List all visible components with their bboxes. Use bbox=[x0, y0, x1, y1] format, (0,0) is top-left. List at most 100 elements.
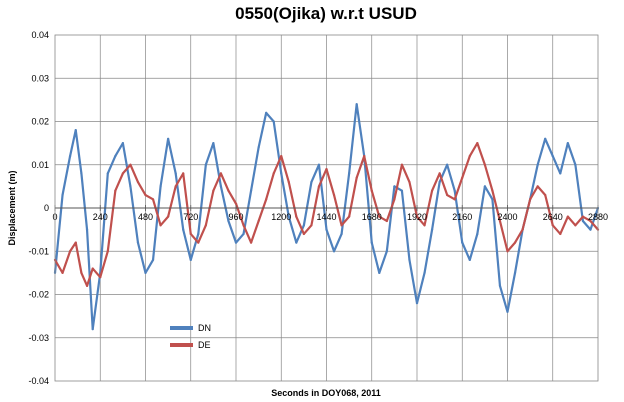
data-point-dn bbox=[355, 103, 358, 106]
data-point-de bbox=[551, 224, 554, 227]
data-point-dn bbox=[91, 328, 94, 331]
data-point-de bbox=[189, 232, 192, 236]
data-point-de bbox=[249, 241, 253, 244]
data-point-de bbox=[242, 224, 245, 227]
y-tick-label: 0 bbox=[44, 203, 49, 213]
y-tick-label: 0.01 bbox=[31, 160, 49, 170]
data-point-de bbox=[129, 163, 132, 166]
y-tick-label: -0.01 bbox=[28, 246, 49, 256]
data-point-dn bbox=[129, 185, 132, 188]
data-point-dn bbox=[325, 228, 328, 231]
data-point-dn bbox=[212, 142, 215, 145]
data-point-dn bbox=[491, 198, 494, 201]
series-line-dn bbox=[53, 103, 600, 331]
data-point-de bbox=[536, 185, 539, 188]
data-point-de bbox=[80, 271, 83, 274]
data-point-de bbox=[121, 172, 124, 175]
data-point-de bbox=[68, 250, 72, 253]
data-point-de bbox=[461, 176, 464, 179]
data-point-dn bbox=[544, 137, 547, 140]
data-point-de bbox=[74, 241, 77, 244]
data-point-dn bbox=[415, 302, 419, 305]
data-point-de bbox=[85, 284, 89, 287]
data-point-dn bbox=[385, 250, 388, 253]
data-point-de bbox=[106, 250, 109, 253]
data-point-dn bbox=[393, 185, 396, 188]
data-point-dn bbox=[295, 241, 298, 244]
y-tick-label: -0.02 bbox=[28, 290, 49, 300]
y-tick-label: -0.03 bbox=[28, 333, 49, 343]
data-point-de bbox=[272, 172, 275, 175]
data-point-de bbox=[91, 267, 94, 270]
x-tick-label: 240 bbox=[93, 212, 108, 222]
data-point-dn bbox=[257, 146, 260, 149]
y-tick-label: -0.04 bbox=[28, 376, 49, 386]
data-point-de bbox=[566, 215, 569, 218]
data-point-de bbox=[574, 224, 577, 227]
data-point-de bbox=[317, 185, 321, 188]
data-point-de bbox=[325, 167, 328, 171]
data-point-de bbox=[430, 189, 434, 192]
data-point-dn bbox=[446, 163, 449, 166]
x-tick-label: 960 bbox=[228, 212, 243, 222]
data-point-de bbox=[234, 202, 238, 205]
x-tick-label: 480 bbox=[138, 212, 153, 222]
data-point-de bbox=[302, 232, 305, 236]
data-point-de bbox=[483, 163, 486, 166]
data-point-de bbox=[468, 155, 471, 158]
data-point-dn bbox=[423, 271, 426, 274]
data-point-dn bbox=[310, 180, 313, 184]
data-point-de bbox=[408, 180, 411, 184]
y-tick-label: 0.03 bbox=[31, 73, 49, 83]
data-point-dn bbox=[498, 284, 502, 287]
data-point-dn bbox=[378, 271, 381, 274]
data-point-dn bbox=[453, 189, 456, 192]
data-point-dn bbox=[159, 185, 162, 188]
x-tick-label: 720 bbox=[183, 212, 198, 222]
x-axis-label: Seconds in DOY068, 2011 bbox=[271, 388, 381, 398]
data-point-de bbox=[529, 198, 532, 201]
data-point-dn bbox=[61, 193, 64, 197]
data-point-dn bbox=[85, 228, 89, 231]
data-point-dn bbox=[483, 185, 486, 188]
data-point-dn bbox=[182, 228, 185, 231]
data-point-de bbox=[212, 189, 215, 192]
data-point-de bbox=[340, 224, 343, 227]
data-point-de bbox=[363, 155, 366, 158]
series-line-de bbox=[54, 142, 599, 287]
data-point-dn bbox=[234, 241, 238, 244]
data-point-de bbox=[423, 224, 426, 227]
data-point-de bbox=[287, 180, 290, 184]
y-axis-label: Displacement (m) bbox=[7, 170, 17, 245]
data-point-de bbox=[491, 189, 494, 192]
data-point-dn bbox=[272, 120, 275, 123]
data-point-dn bbox=[574, 163, 577, 166]
x-tick-label: 2160 bbox=[452, 212, 472, 222]
data-point-de bbox=[310, 224, 313, 227]
data-point-de bbox=[476, 142, 479, 145]
data-point-dn bbox=[400, 189, 404, 192]
data-point-dn bbox=[332, 250, 336, 253]
data-point-dn bbox=[340, 232, 343, 236]
data-point-de bbox=[257, 219, 260, 223]
x-tick-label: 1680 bbox=[362, 212, 382, 222]
data-point-dn bbox=[317, 163, 321, 166]
data-point-dn bbox=[430, 228, 434, 231]
data-point-dn bbox=[287, 215, 290, 218]
data-point-dn bbox=[566, 142, 569, 145]
data-point-dn bbox=[408, 258, 411, 261]
data-point-de bbox=[61, 271, 64, 274]
data-point-de bbox=[280, 155, 283, 158]
data-point-dn bbox=[174, 172, 177, 175]
data-point-de bbox=[559, 232, 562, 236]
y-tick-label: 0.02 bbox=[31, 117, 49, 127]
chart-title: 0550(Ojika) w.r.t USUD bbox=[235, 4, 417, 23]
data-point-de bbox=[167, 215, 170, 218]
data-point-dn bbox=[80, 172, 83, 175]
data-point-dn bbox=[302, 224, 305, 227]
data-point-dn bbox=[74, 129, 77, 132]
data-point-dn bbox=[219, 185, 223, 188]
data-point-de bbox=[159, 224, 162, 227]
series-group bbox=[53, 103, 600, 331]
